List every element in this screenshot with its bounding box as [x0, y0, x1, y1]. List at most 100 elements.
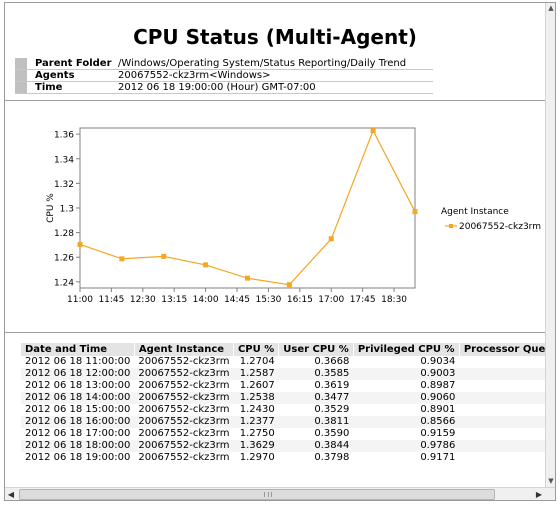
data-point — [370, 128, 376, 134]
vertical-scrollbar[interactable]: ▲ ▼ — [545, 3, 555, 487]
table-cell: 0.3585 — [278, 368, 354, 380]
table-cell — [459, 404, 545, 416]
table-cell: 20067552-ckz3rm — [138, 452, 230, 463]
table-cell: 1.2970 — [239, 452, 275, 463]
x-tick-label: 16:15 — [287, 295, 313, 305]
table-cell: 20067552-ckz3rm — [134, 368, 234, 380]
table-row: 2012 06 18 19:00:00 20067552-ckz3rm 1.2970… — [21, 452, 545, 464]
meta-accent-bar — [15, 58, 27, 94]
data-point — [119, 256, 125, 262]
y-tick-label: 1.34 — [54, 155, 74, 165]
table-cell: 0.3619 — [314, 380, 350, 391]
legend-title: Agent Instance — [441, 207, 509, 217]
table-cell — [459, 356, 545, 368]
table-cell: 2012 06 18 12:00:00 — [21, 368, 135, 380]
report-frame: CPU Status (Multi-Agent) Parent Folder /… — [4, 2, 556, 501]
x-tick-label: 14:00 — [193, 295, 219, 305]
y-tick-label: 1.32 — [54, 180, 74, 190]
table-cell: 2012 06 18 16:00:00 — [21, 416, 135, 428]
table-cell: 20067552-ckz3rm — [138, 356, 230, 367]
plot-area — [79, 127, 416, 289]
report-title: CPU Status (Multi-Agent) — [133, 25, 417, 49]
meta-value: /Windows/Operating System/Status Reporti… — [118, 58, 407, 69]
table-cell — [459, 440, 545, 452]
column-header: Processor Queue L — [459, 343, 545, 356]
data-table: Date and Time Agent Instance CPU % User CPU… — [21, 343, 545, 464]
table-cell: 2012 06 18 11:00:00 — [25, 356, 131, 367]
table-cell — [459, 368, 545, 380]
table-cell: 1.2750 — [239, 428, 275, 439]
divider — [5, 100, 545, 101]
table-row: 2012 06 18 11:00:00 20067552-ckz3rm 1.2704… — [21, 356, 545, 368]
x-tick-label: 17:00 — [318, 295, 344, 305]
y-tick-label: 1.28 — [54, 229, 74, 239]
table-cell: 1.2704 — [239, 356, 275, 367]
table-row: 2012 06 18 12:00:00 20067552-ckz3rm 1.2587… — [21, 368, 545, 380]
table-cell: 0.3844 — [278, 440, 354, 452]
meta-row-time: Time 2012 06 18 19:00:00 (Hour) GMT-07:0… — [15, 82, 433, 94]
column-header: User CPU % — [278, 343, 354, 356]
table-cell: 20067552-ckz3rm — [134, 440, 234, 452]
table-cell: 1.2607 — [239, 380, 275, 391]
scroll-right-icon[interactable]: ▶ — [535, 490, 543, 499]
y-tick-label: 1.24 — [54, 278, 74, 288]
cpu-line-chart: 1.24 1.26 1.28 1.3 1.32 1.34 1.36 11:00 11:45 12:… — [46, 127, 541, 305]
table-cell: 20067552-ckz3rm — [134, 392, 234, 404]
grip-icon — [264, 492, 272, 497]
scroll-down-icon[interactable]: ▼ — [548, 477, 554, 485]
column-header: CPU % — [233, 343, 280, 356]
table-cell: 20067552-ckz3rm — [138, 428, 230, 439]
table-cell: 20067552-ckz3rm — [138, 404, 230, 415]
legend-entry: 20067552-ckz3rm — [459, 222, 541, 232]
y-tick-label: 1.3 — [60, 205, 74, 215]
table-cell: 1.2430 — [239, 404, 275, 415]
y-axis-label: CPU % — [46, 193, 56, 223]
data-point — [245, 275, 250, 281]
table-cell: 0.9159 — [420, 428, 456, 439]
meta-label: Parent Folder — [35, 58, 112, 69]
data-point — [412, 209, 418, 215]
table-cell: 2012 06 18 14:00:00 — [21, 392, 135, 404]
table-cell: 2012 06 18 18:00:00 — [21, 440, 135, 452]
meta-row-agents: Agents 20067552-ckz3rm<Windows> — [15, 70, 433, 82]
table-cell: 0.9786 — [353, 440, 460, 452]
meta-label: Time — [35, 82, 63, 93]
table-cell: 0.9003 — [353, 368, 460, 380]
x-tick-label: 14:45 — [224, 295, 250, 305]
table-cell: 2012 06 18 15:00:00 — [25, 404, 131, 415]
meta-value: 20067552-ckz3rm<Windows> — [118, 70, 271, 81]
table-cell — [459, 380, 545, 392]
table-cell: 0.3668 — [314, 356, 350, 367]
x-tick-label: 17:45 — [350, 295, 376, 305]
table-row: 2012 06 18 18:00:00 20067552-ckz3rm 1.3629… — [21, 440, 545, 452]
table-cell: 1.3629 — [233, 440, 279, 452]
table-header-row: Date and Time Agent Instance CPU % User CPU… — [21, 343, 545, 356]
column-header: Date and Time — [21, 343, 135, 356]
x-tick-label: 12:30 — [130, 295, 156, 305]
table-cell: 20067552-ckz3rm — [134, 416, 234, 428]
table-row: 2012 06 18 14:00:00 20067552-ckz3rm 1.2538… — [21, 392, 545, 404]
table-cell: 0.8901 — [420, 404, 456, 415]
data-point — [161, 253, 167, 259]
table-row: 2012 06 18 15:00:00 20067552-ckz3rm 1.2430… — [21, 404, 545, 416]
meta-value: 2012 06 18 19:00:00 (Hour) GMT-07:00 — [118, 82, 316, 93]
horizontal-scrollbar[interactable]: ◀ ▶ — [5, 487, 555, 500]
table-row: 2012 06 18 13:00:00 20067552-ckz3rm 1.2607… — [21, 380, 545, 392]
data-point — [203, 262, 209, 268]
x-tick-label: 11:00 — [67, 295, 93, 305]
scroll-left-icon[interactable]: ◀ — [7, 490, 15, 499]
y-tick-label: 1.26 — [54, 254, 74, 264]
scroll-up-icon[interactable]: ▲ — [548, 4, 554, 12]
table-cell: 0.3798 — [314, 452, 350, 463]
table-cell: 1.2377 — [233, 416, 279, 428]
table-cell: 1.2538 — [233, 392, 279, 404]
table-body: 2012 06 18 11:00:00 20067552-ckz3rm 1.2704… — [21, 356, 545, 464]
meta-label: Agents — [35, 70, 75, 81]
table-cell: 0.3477 — [278, 392, 354, 404]
x-tick-label: 15:30 — [255, 295, 281, 305]
table-cell — [459, 452, 545, 464]
table-cell: 2012 06 18 13:00:00 — [25, 380, 131, 391]
scrollbar-thumb[interactable] — [19, 489, 495, 500]
table-cell: 0.8987 — [420, 380, 456, 391]
x-tick-label: 13:15 — [161, 295, 187, 305]
